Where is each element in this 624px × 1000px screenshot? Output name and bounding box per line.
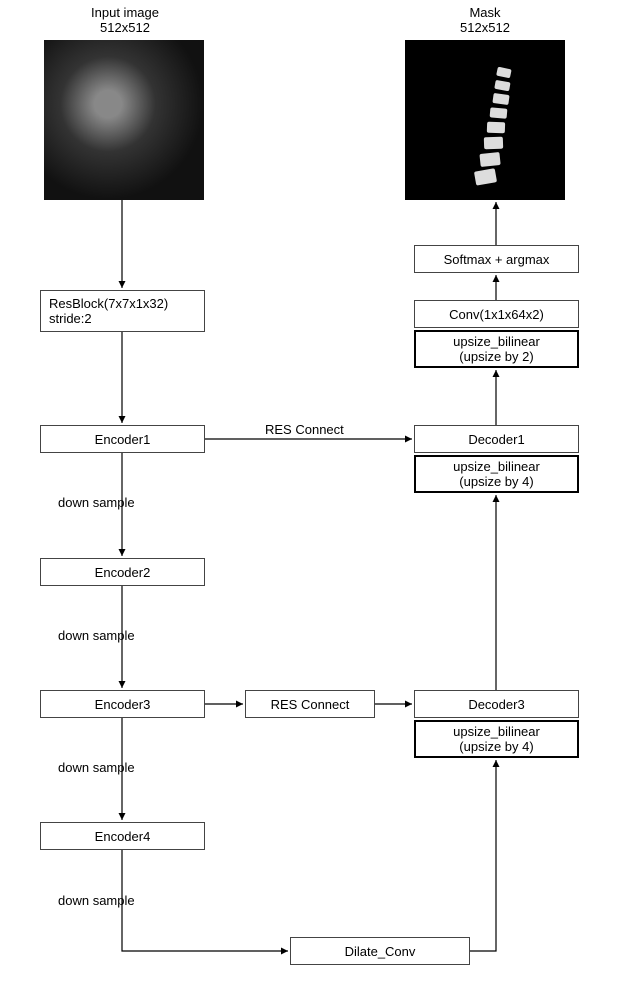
resblock-line2: stride:2 [49,311,92,326]
encoder1-text: Encoder1 [95,432,151,447]
resblock-box: ResBlock(7x7x1x32) stride:2 [40,290,205,332]
decoder1-box: Decoder1 [414,425,579,453]
output-label-text: Mask [469,5,500,20]
res-connect-top-label: RES Connect [265,422,344,437]
mask-image [405,40,565,200]
encoder4-box: Encoder4 [40,822,205,850]
upsize3-box: upsize_bilinear (upsize by 4) [414,720,579,758]
input-label-text: Input image [91,5,159,20]
decoder3-box: Decoder3 [414,690,579,718]
dilate-conv-text: Dilate_Conv [345,944,416,959]
encoder4-text: Encoder4 [95,829,151,844]
resblock-line1: ResBlock(7x7x1x32) [49,296,168,311]
upsize-top-line1: upsize_bilinear [453,334,540,349]
downsample3-label: down sample [58,760,135,775]
input-label: Input image 512x512 [70,5,180,35]
downsample1-label: down sample [58,495,135,510]
conv-text: Conv(1x1x64x2) [449,307,544,322]
upsize-top-box: upsize_bilinear (upsize by 2) [414,330,579,368]
res-connect-text: RES Connect [271,697,350,712]
decoder1-text: Decoder1 [468,432,524,447]
input-size-text: 512x512 [100,20,150,35]
upsize1b-box: upsize_bilinear (upsize by 4) [414,455,579,493]
encoder2-text: Encoder2 [95,565,151,580]
encoder3-text: Encoder3 [95,697,151,712]
output-size-text: 512x512 [460,20,510,35]
encoder1-box: Encoder1 [40,425,205,453]
encoder2-box: Encoder2 [40,558,205,586]
downsample2-label: down sample [58,628,135,643]
upsize-top-line2: (upsize by 2) [459,349,533,364]
downsample4-label: down sample [58,893,135,908]
decoder3-text: Decoder3 [468,697,524,712]
upsize3-line2: (upsize by 4) [459,739,533,754]
dilate-conv-box: Dilate_Conv [290,937,470,965]
conv-box: Conv(1x1x64x2) [414,300,579,328]
upsize1b-line1: upsize_bilinear [453,459,540,474]
softmax-box: Softmax + argmax [414,245,579,273]
upsize1b-line2: (upsize by 4) [459,474,533,489]
res-connect-box: RES Connect [245,690,375,718]
input-image [44,40,204,200]
output-label: Mask 512x512 [430,5,540,35]
softmax-text: Softmax + argmax [444,252,550,267]
upsize3-line1: upsize_bilinear [453,724,540,739]
encoder3-box: Encoder3 [40,690,205,718]
